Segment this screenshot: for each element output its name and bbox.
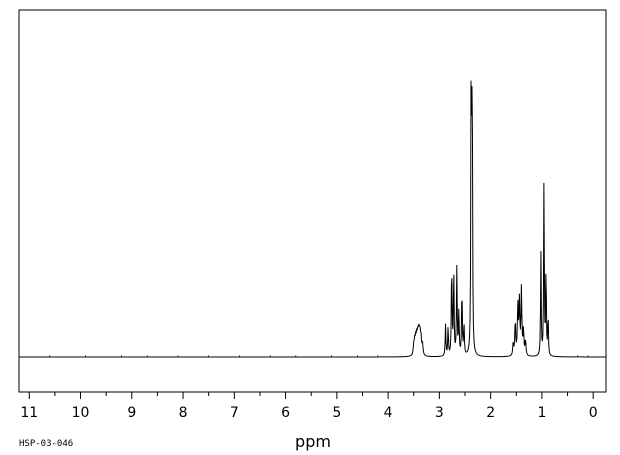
x-tick-label: 9 bbox=[127, 405, 136, 421]
sample-id-label: HSP-03-046 bbox=[19, 439, 73, 449]
x-axis-tick-labels: 11 10 9 8 7 6 5 4 3 2 1 0 bbox=[20, 405, 597, 421]
x-tick-label: 11 bbox=[20, 405, 38, 421]
x-tick-label: 3 bbox=[435, 405, 444, 421]
plot-frame bbox=[18, 9, 607, 393]
x-axis-ticks bbox=[28, 392, 594, 399]
spectrum-line bbox=[19, 80, 606, 358]
x-tick-label: 5 bbox=[332, 405, 341, 421]
x-tick-label: 2 bbox=[486, 405, 495, 421]
x-tick-label: 0 bbox=[589, 405, 598, 421]
x-tick-label: 4 bbox=[384, 405, 393, 421]
x-tick-label: 8 bbox=[179, 405, 188, 421]
x-tick-label: 7 bbox=[230, 405, 239, 421]
x-axis-label: ppm bbox=[295, 432, 331, 451]
x-tick-label: 6 bbox=[281, 405, 290, 421]
x-tick-label: 10 bbox=[72, 405, 90, 421]
x-tick-label: 1 bbox=[537, 405, 546, 421]
